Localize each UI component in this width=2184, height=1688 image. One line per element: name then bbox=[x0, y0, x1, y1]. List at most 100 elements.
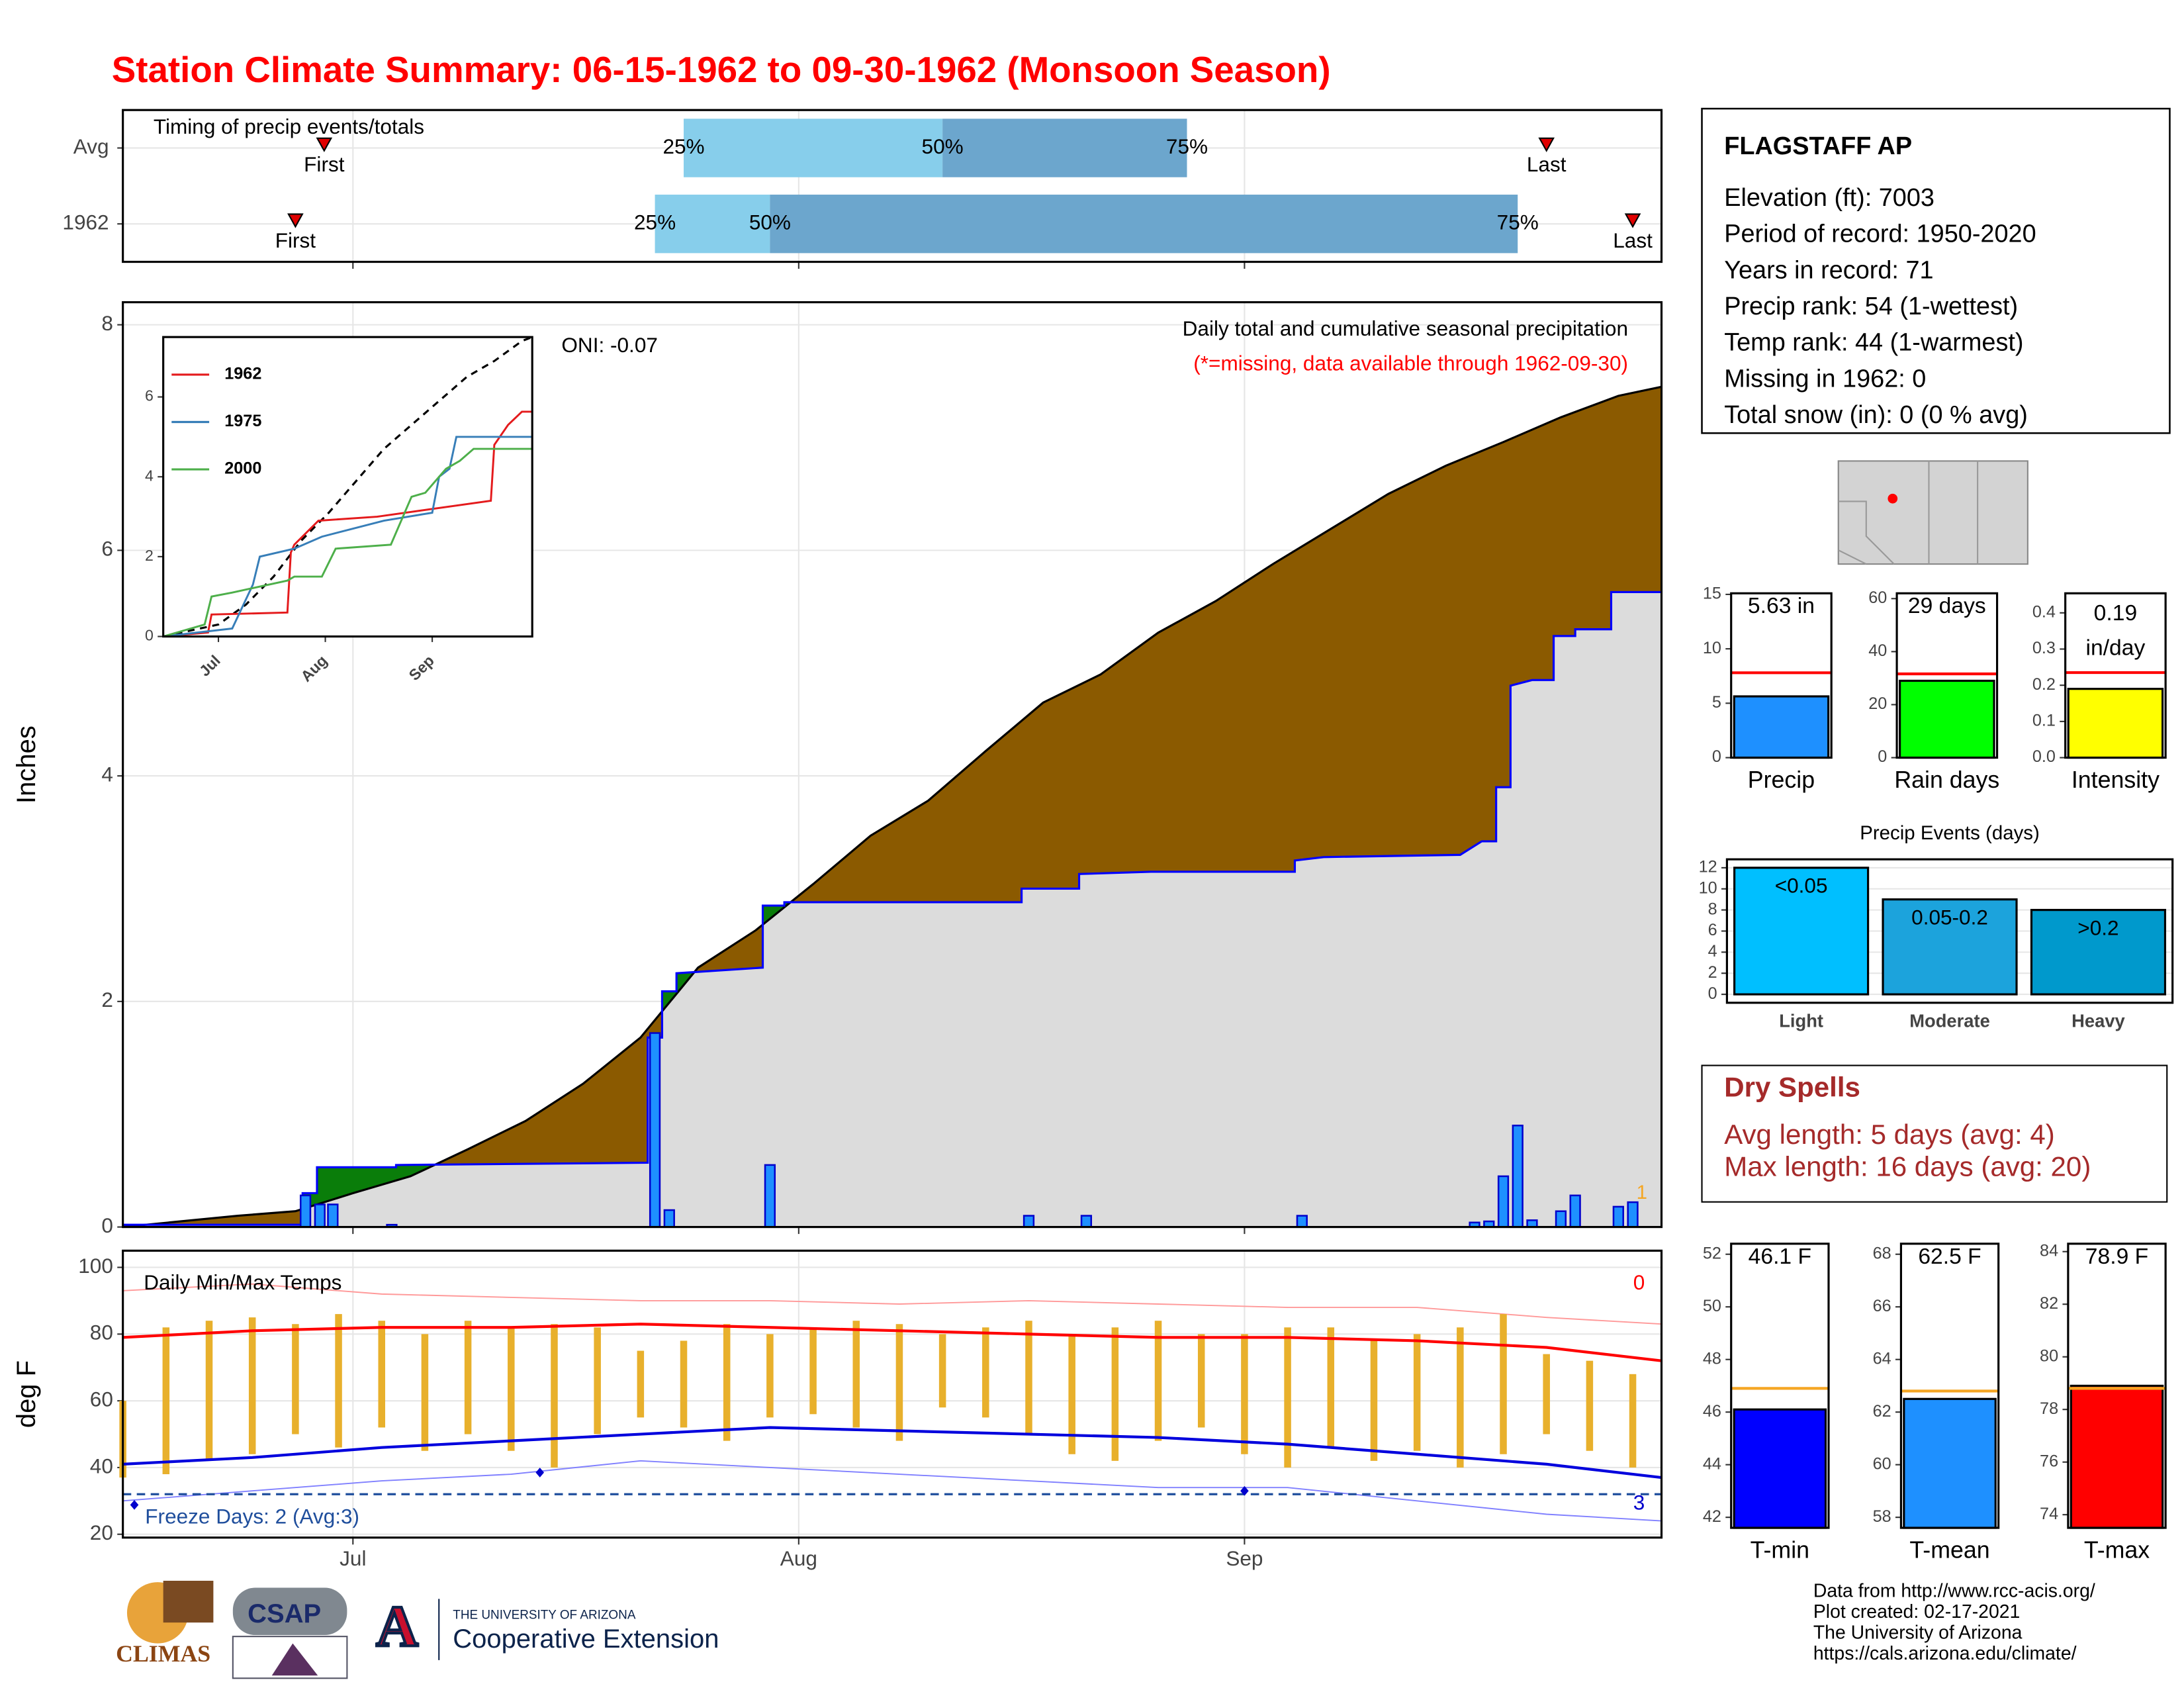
temp-range-bar bbox=[680, 1340, 688, 1428]
event-marker bbox=[1538, 137, 1555, 152]
y-tick-label: 64 bbox=[1873, 1349, 1891, 1368]
temp-range-bar bbox=[205, 1321, 213, 1461]
y-tick-label: 78 bbox=[2040, 1399, 2058, 1418]
temp-range-bar bbox=[1068, 1334, 1075, 1454]
y-tick-label: 50 bbox=[1703, 1297, 1721, 1315]
event-marker bbox=[1624, 213, 1641, 228]
marker-label: First bbox=[275, 228, 316, 252]
logos: CLIMAS CSAP A THE UNIVERSITY OF ARIZONA … bbox=[116, 1580, 719, 1679]
footer-line: Data from http://www.rcc-acis.org/ bbox=[1813, 1580, 2095, 1601]
y-tick-label: 0 bbox=[145, 627, 154, 644]
quartile-bar bbox=[770, 195, 1518, 254]
y-tick-label: 76 bbox=[2040, 1452, 2058, 1470]
temp-range-bar bbox=[1284, 1327, 1291, 1468]
y-tick-label: 48 bbox=[1703, 1349, 1721, 1368]
temp-range-bar bbox=[938, 1334, 946, 1408]
category-label: Precip bbox=[1748, 767, 1815, 793]
series-line bbox=[163, 436, 533, 637]
bar bbox=[1733, 1408, 1827, 1529]
temp-range-bar bbox=[982, 1327, 989, 1418]
y-tick-label: 44 bbox=[1703, 1454, 1721, 1473]
csap-logo: CSAP bbox=[248, 1599, 321, 1628]
temp-range-bar bbox=[1413, 1334, 1421, 1451]
daily-bar bbox=[1512, 1124, 1524, 1228]
temp-range-bar bbox=[594, 1327, 601, 1434]
daily-bar bbox=[1080, 1215, 1093, 1228]
temp-range-bar bbox=[335, 1314, 342, 1448]
daily-bar bbox=[1612, 1205, 1624, 1228]
record-marker bbox=[535, 1468, 545, 1477]
temp-range-bar bbox=[1457, 1327, 1464, 1468]
temp-range-bar bbox=[1500, 1314, 1507, 1454]
x-tick-label: Jul bbox=[340, 1546, 366, 1570]
temp-range-bar bbox=[248, 1317, 256, 1454]
y-tick-label: 6 bbox=[1708, 921, 1717, 939]
y-tick-label: 10 bbox=[1703, 639, 1721, 657]
oni-annotation: ONI: -0.07 bbox=[561, 333, 658, 357]
temp-range-bar bbox=[162, 1327, 170, 1475]
temp-range-bar bbox=[1197, 1334, 1205, 1428]
daily-bar bbox=[1023, 1215, 1035, 1228]
dry-spells-box bbox=[1701, 1064, 2168, 1203]
y-tick-label: 62 bbox=[1873, 1402, 1891, 1421]
value-label-line: 0.19 bbox=[2094, 601, 2138, 626]
panel-title: Daily Min/Max Temps bbox=[144, 1270, 341, 1294]
chart-title: Daily total and cumulative seasonal prec… bbox=[1183, 316, 1628, 340]
bar bbox=[1903, 1397, 1997, 1529]
panel-frame bbox=[1899, 1243, 2000, 1529]
daily-bar bbox=[1569, 1194, 1581, 1228]
daily-bar bbox=[1296, 1215, 1308, 1228]
y-tick-label: 80 bbox=[90, 1321, 113, 1344]
value-label-line: in/day bbox=[2086, 635, 2146, 660]
record-line bbox=[122, 1283, 1662, 1325]
y-tick-label: 2 bbox=[101, 988, 113, 1011]
y-tick-label: 58 bbox=[1873, 1507, 1891, 1526]
y-tick-label: 74 bbox=[2040, 1505, 2058, 1523]
panel-frame bbox=[122, 109, 1663, 263]
panel-frame bbox=[162, 336, 533, 638]
freeze-annotation: Freeze Days: 2 (Avg:3) bbox=[145, 1505, 359, 1528]
value-label: 78.9 F bbox=[2085, 1244, 2148, 1269]
footer-lines: Data from http://www.rcc-acis.org/Plot c… bbox=[1813, 1580, 2095, 1664]
value-label: 62.5 F bbox=[1918, 1244, 1981, 1269]
panel-frame bbox=[1730, 592, 1833, 759]
bar bbox=[1733, 867, 1870, 996]
station-line: Total snow (in): 0 (0 % avg) bbox=[1724, 401, 2028, 429]
legend-label: 1962 bbox=[224, 365, 261, 383]
legend-label: 1975 bbox=[224, 412, 261, 430]
dry-spell-line: Avg length: 5 days (avg: 4) bbox=[1724, 1119, 2055, 1150]
value-label: 46.1 F bbox=[1749, 1244, 1811, 1269]
category-label: T-min bbox=[1751, 1536, 1809, 1563]
y-tick-label: 5 bbox=[1712, 693, 1721, 712]
average-line bbox=[122, 1426, 1662, 1479]
daily-bar bbox=[1555, 1210, 1567, 1228]
quartile-bar bbox=[684, 118, 943, 177]
ua-name: THE UNIVERSITY OF ARIZONA bbox=[453, 1609, 636, 1622]
panel-title: Timing of precip events/totals bbox=[154, 115, 424, 138]
temp-range-bar bbox=[723, 1324, 731, 1441]
x-tick-label: Sep bbox=[1226, 1546, 1263, 1570]
average-line bbox=[122, 1323, 1662, 1362]
legend-label: 2000 bbox=[224, 459, 261, 478]
footer-line: https://cals.arizona.edu/climate/ bbox=[1813, 1643, 2077, 1664]
daily-bar bbox=[299, 1194, 312, 1228]
station-line: Missing in 1962: 0 bbox=[1724, 365, 1926, 393]
footer-line: Plot created: 02-17-2021 bbox=[1813, 1601, 2021, 1622]
temp-range-bar bbox=[1154, 1321, 1162, 1441]
temp-range-bar bbox=[508, 1327, 515, 1451]
panel-frame bbox=[2064, 592, 2167, 759]
bar bbox=[2030, 909, 2167, 996]
x-tick-label: Aug bbox=[780, 1546, 817, 1570]
temp-range-bar bbox=[637, 1350, 645, 1418]
station-line: Temp rank: 44 (1-warmest) bbox=[1724, 329, 2023, 357]
station-line: Years in record: 71 bbox=[1724, 256, 1933, 284]
panel-frame bbox=[2067, 1243, 2167, 1529]
series-line bbox=[163, 447, 533, 637]
category-label: Intensity bbox=[2071, 767, 2160, 793]
map-background bbox=[1837, 460, 2028, 565]
event-marker bbox=[287, 213, 304, 228]
temp-range-bar bbox=[895, 1324, 903, 1441]
category-label: T-max bbox=[2084, 1536, 2150, 1563]
daily-bar bbox=[1497, 1175, 1510, 1228]
